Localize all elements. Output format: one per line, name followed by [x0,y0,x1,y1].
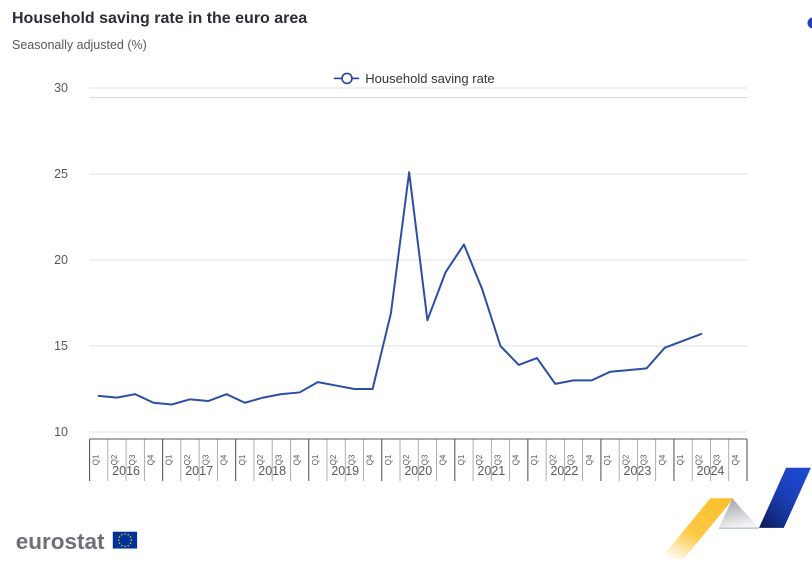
svg-text:Q1: Q1 [603,454,612,465]
svg-text:Q4: Q4 [366,454,375,465]
svg-text:2023: 2023 [624,464,652,478]
svg-text:eurostat: eurostat [16,529,105,554]
svg-text:Q1: Q1 [676,454,685,465]
svg-text:2020: 2020 [404,464,432,478]
svg-text:2017: 2017 [185,464,213,478]
svg-text:Q4: Q4 [585,454,594,465]
svg-text:2022: 2022 [550,464,578,478]
svg-text:2019: 2019 [331,464,359,478]
svg-text:Q4: Q4 [731,454,740,465]
svg-text:Q1: Q1 [530,454,539,465]
svg-text:2024: 2024 [697,464,725,478]
svg-text:15: 15 [54,339,68,353]
svg-text:Q1: Q1 [457,454,466,465]
svg-text:Q4: Q4 [220,454,229,465]
svg-text:Q4: Q4 [439,454,448,465]
svg-text:Q1: Q1 [165,454,174,465]
svg-text:25: 25 [54,167,68,181]
svg-text:Q4: Q4 [658,454,667,465]
svg-text:Q1: Q1 [311,454,320,465]
svg-text:Q4: Q4 [146,454,155,465]
svg-text:Q1: Q1 [238,454,247,465]
svg-text:30: 30 [54,81,68,95]
svg-text:Q1: Q1 [92,454,101,465]
svg-text:Q4: Q4 [293,454,302,465]
svg-text:Q1: Q1 [384,454,393,465]
svg-text:Q4: Q4 [512,454,521,465]
svg-text:10: 10 [54,425,68,439]
svg-text:2021: 2021 [477,464,505,478]
svg-text:Household saving rate: Household saving rate [365,71,494,86]
svg-text:2016: 2016 [112,464,140,478]
svg-text:2018: 2018 [258,464,286,478]
svg-text:20: 20 [54,253,68,267]
